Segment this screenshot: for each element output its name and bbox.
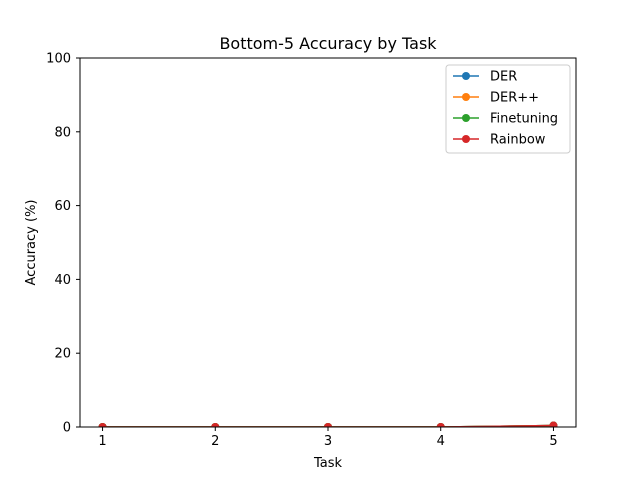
x-tick-label: 5: [549, 434, 557, 449]
chart-title: Bottom-5 Accuracy by Task: [219, 34, 437, 53]
data-point: [98, 423, 107, 427]
legend-marker: [462, 93, 470, 101]
legend-label: Finetuning: [490, 112, 558, 127]
x-tick-label: 1: [98, 434, 106, 449]
data-point: [549, 421, 558, 427]
axes-frame: [79, 57, 577, 428]
legend-box: [445, 64, 571, 154]
x-tick-label: 2: [211, 434, 219, 449]
y-tick-label: 60: [54, 199, 71, 214]
data-point: [211, 423, 220, 427]
legend-marker: [462, 72, 470, 80]
x-axis-label: Task: [313, 456, 343, 471]
y-tick-label: 0: [63, 421, 71, 436]
legend: DER DER++ Finetuning Rainbow: [445, 64, 571, 154]
y-tick-label: 100: [46, 52, 71, 67]
legend-marker: [462, 114, 470, 122]
legend-label: DER++: [490, 91, 539, 106]
legend-label: Rainbow: [490, 133, 546, 148]
data-point: [436, 423, 445, 427]
x-tick-label: 3: [324, 434, 332, 449]
plot-area: 1 2 3 4 5 0 20 40 60 80 100: [46, 52, 577, 449]
y-axis-label: Accuracy (%): [24, 200, 39, 286]
legend-marker: [462, 135, 470, 143]
y-tick-label: 20: [54, 347, 71, 362]
legend-label: DER: [490, 70, 517, 85]
y-tick-label: 40: [54, 273, 71, 288]
y-tick-label: 80: [54, 125, 71, 140]
x-tick-label: 4: [437, 434, 445, 449]
data-point: [324, 423, 332, 427]
